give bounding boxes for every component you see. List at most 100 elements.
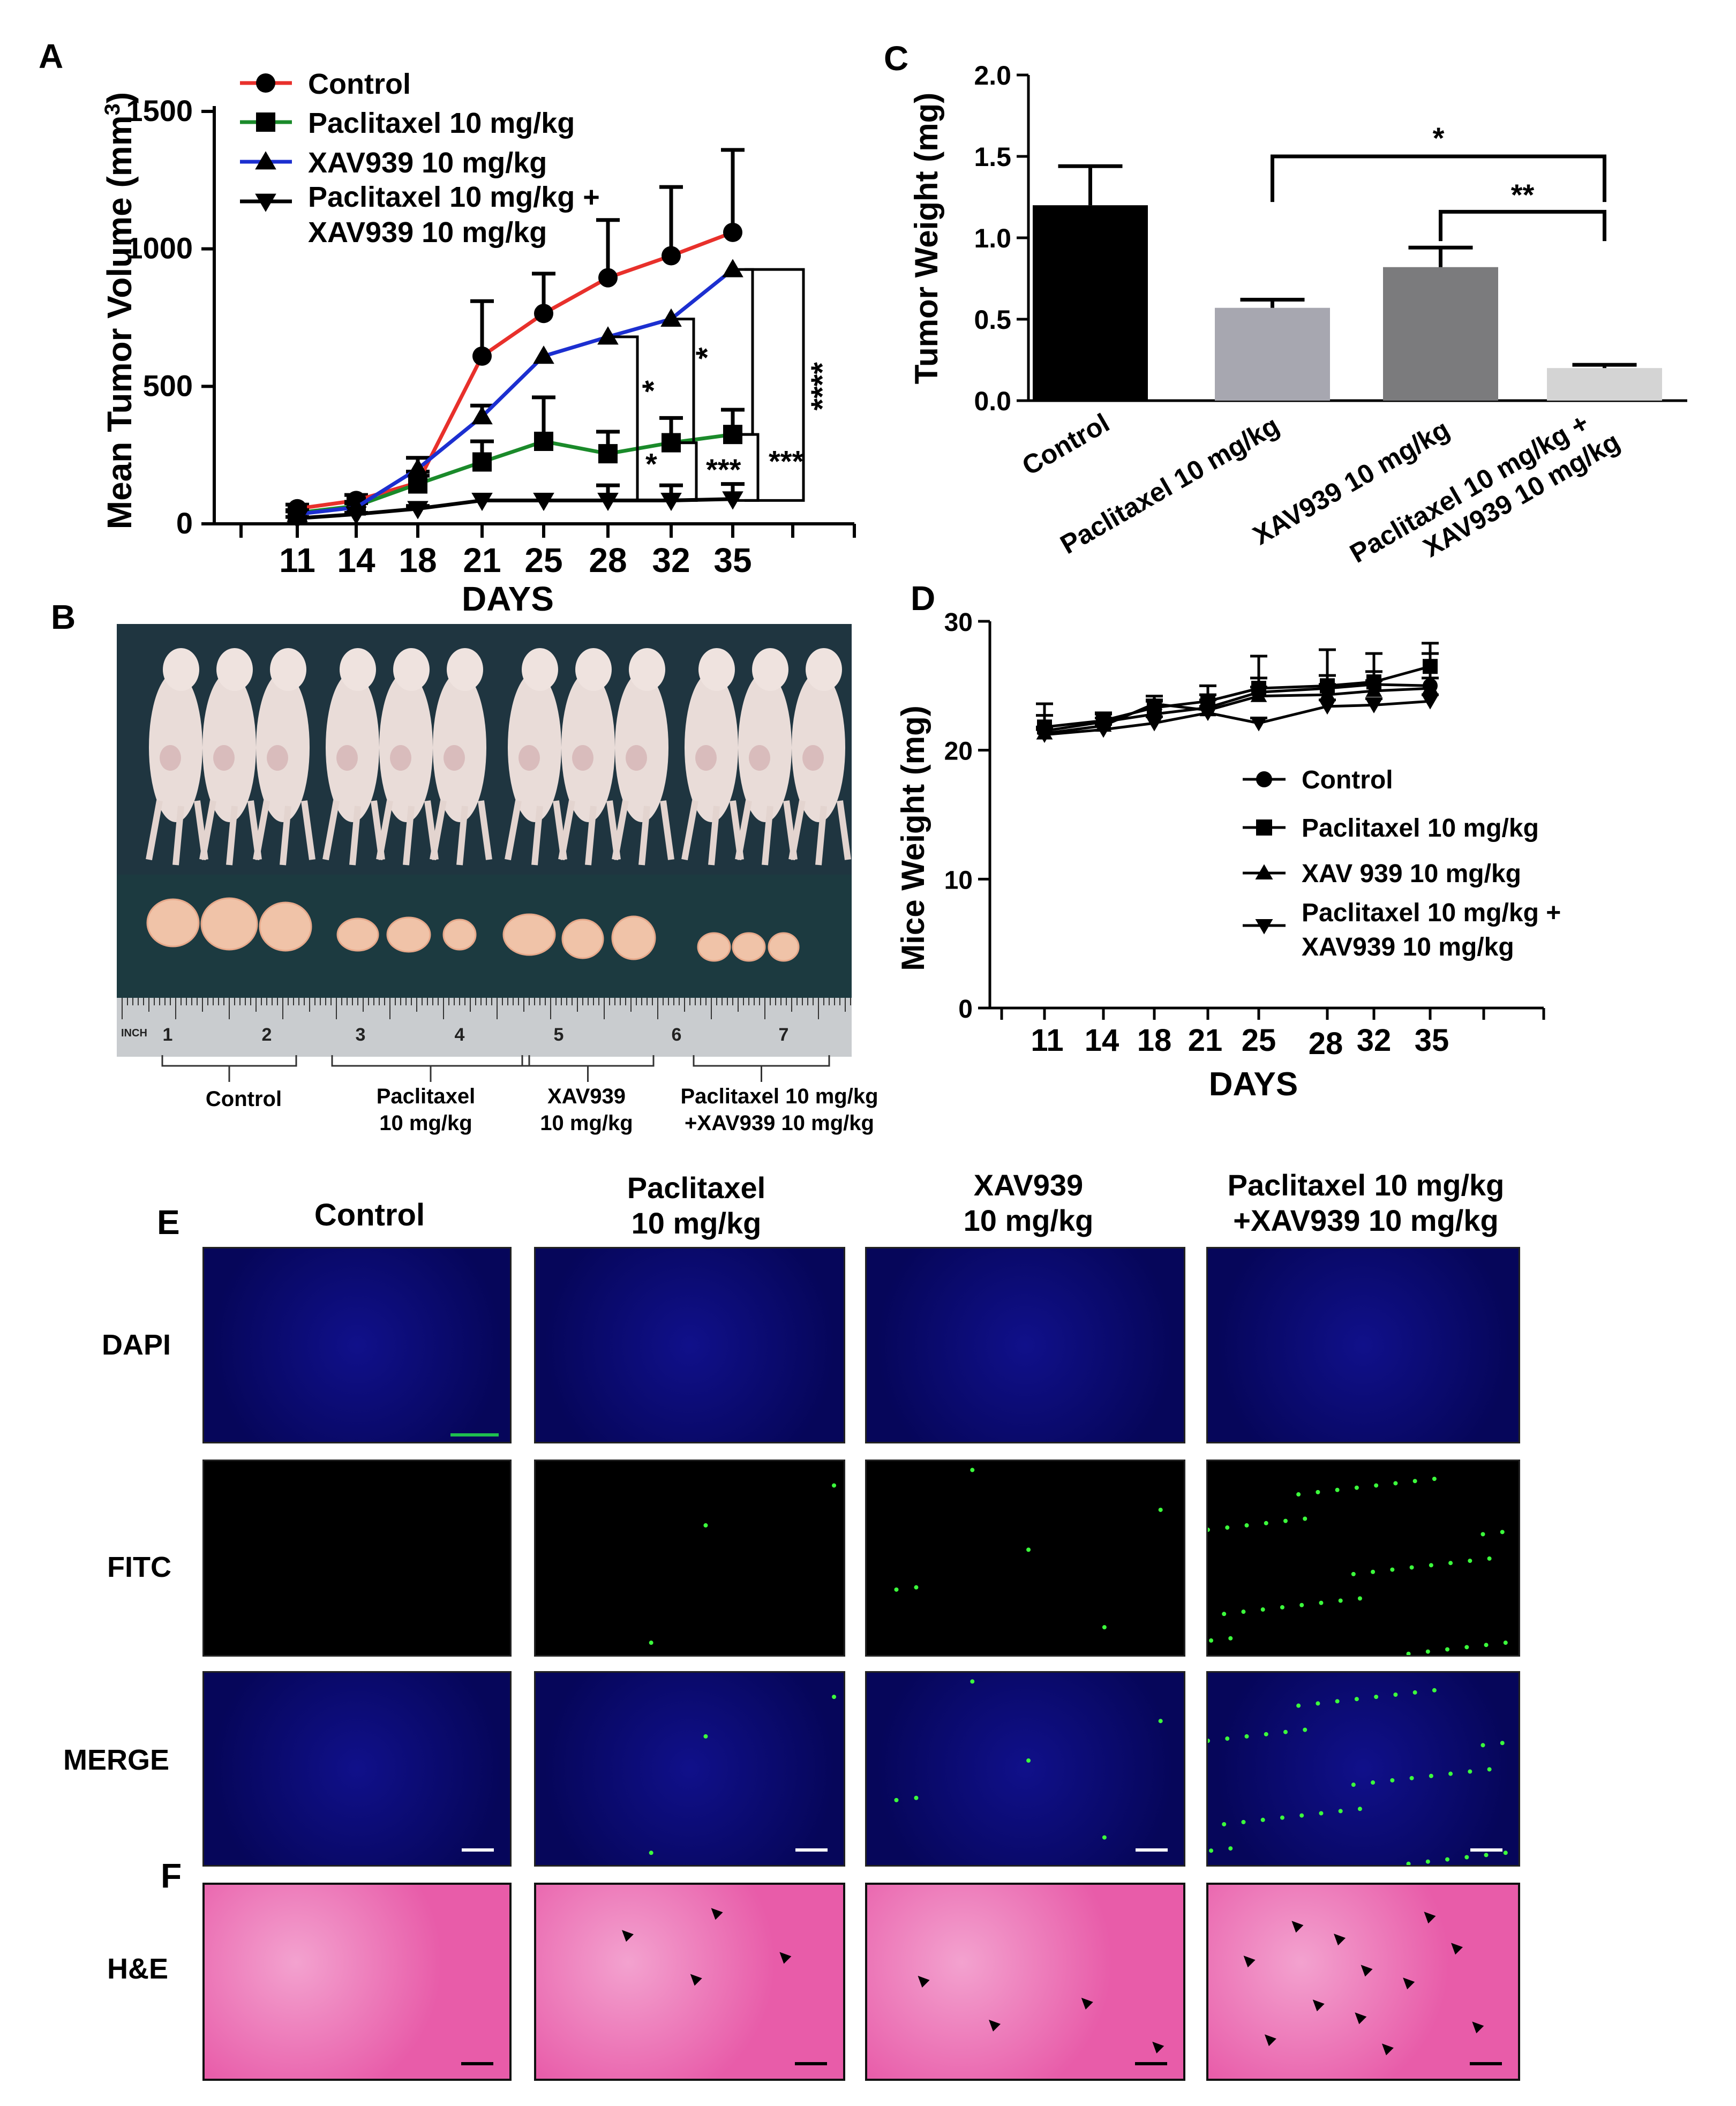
chart-d-point bbox=[1319, 686, 1336, 701]
chart-d-y-axis-label: Mice Weight (mg) bbox=[895, 705, 931, 971]
tumor bbox=[732, 932, 766, 962]
fitc-spot bbox=[1283, 1729, 1288, 1734]
scale-bar bbox=[1470, 2062, 1502, 2065]
panel-letter-d: D bbox=[911, 579, 936, 618]
chart-a-series-line bbox=[297, 268, 734, 516]
chart-a-point bbox=[287, 510, 308, 529]
fitc-spot bbox=[1481, 1743, 1485, 1748]
fitc-spot bbox=[1208, 1528, 1210, 1532]
fitc-spot bbox=[703, 1523, 708, 1528]
arrow-icon bbox=[1355, 2012, 1367, 2025]
mouse-head bbox=[216, 648, 253, 691]
chart-c-y-tick-label: 0.0 bbox=[974, 386, 1011, 416]
chart-a-y-tick-label: 0 bbox=[176, 506, 193, 540]
fitc-spot bbox=[914, 1585, 919, 1590]
mouse bbox=[788, 648, 851, 866]
group-bracket bbox=[693, 1055, 830, 1067]
scale-bar bbox=[462, 1848, 494, 1852]
mouse bbox=[612, 648, 674, 866]
mouse-leg bbox=[253, 800, 270, 861]
chart-a-point bbox=[407, 501, 429, 520]
fitc-spot bbox=[1412, 1479, 1417, 1484]
fitc-spot bbox=[1264, 1732, 1268, 1736]
chart-d-series-line bbox=[1044, 687, 1431, 735]
fitc-spot bbox=[1222, 1822, 1227, 1826]
arrow-icon bbox=[1264, 2034, 1276, 2047]
mouse-tumor bbox=[267, 745, 288, 771]
tumor bbox=[502, 913, 556, 956]
mouse-head bbox=[522, 648, 558, 691]
fitc-spot bbox=[1357, 1807, 1362, 1811]
chart-a-y-tick-label: 1500 bbox=[126, 94, 193, 127]
fitc-spot bbox=[1371, 1780, 1376, 1785]
chart-d-point bbox=[1365, 682, 1382, 697]
mouse-leg bbox=[478, 800, 492, 860]
fitc-spot bbox=[1429, 1563, 1433, 1568]
mouse-leg bbox=[280, 806, 291, 866]
chart-d-x-tick-label: 25 bbox=[1242, 1023, 1276, 1058]
fitc-spot bbox=[1225, 1736, 1230, 1741]
micrograph-merge bbox=[865, 1671, 1185, 1867]
chart-c-significance-bracket bbox=[1271, 154, 1606, 202]
mouse-tumor bbox=[518, 745, 540, 771]
chart-a-significance-label: *** bbox=[769, 444, 804, 478]
photo-group-label-control: Control bbox=[205, 1087, 282, 1111]
photo-group-label-paclitaxel: Paclitaxel 10 mg/kg bbox=[376, 1085, 476, 1135]
chart-d-legend-label: XAV939 10 mg/kg bbox=[1302, 933, 1514, 961]
fitc-spot bbox=[1354, 1697, 1359, 1702]
fitc-spot bbox=[1409, 1565, 1414, 1570]
fluor-col-header-paclitaxel: Paclitaxel 10 mg/kg bbox=[627, 1171, 766, 1240]
fitc-spot bbox=[970, 1679, 975, 1684]
chart-d-point bbox=[1250, 717, 1267, 732]
fitc-spots bbox=[649, 1695, 837, 1855]
chart-d-mice-weight: 0 10 20 30 11 14 18 21 25 28 32 35 DAYS Mice Weight (… bbox=[895, 608, 1561, 1103]
chart-c-bar bbox=[1547, 368, 1662, 401]
he-arrows bbox=[621, 1908, 792, 1986]
chart-a-significance-bracket bbox=[733, 268, 754, 436]
fitc-spot bbox=[1280, 1815, 1284, 1820]
arrow-icon bbox=[1312, 1999, 1325, 2012]
chart-d-point bbox=[1095, 723, 1112, 738]
fitc-spot bbox=[1432, 1688, 1437, 1693]
mouse-tumor bbox=[390, 745, 411, 771]
fitc-spot bbox=[1316, 1701, 1320, 1706]
mouse-head bbox=[629, 648, 665, 691]
chart-a-significance-label: * bbox=[645, 447, 657, 481]
arrow-icon bbox=[690, 1974, 702, 1986]
fitc-spot bbox=[832, 1695, 837, 1699]
mouse-head bbox=[340, 648, 376, 691]
chart-d-point bbox=[1422, 695, 1439, 710]
chart-a-point bbox=[722, 259, 743, 277]
chart-d-point bbox=[1423, 659, 1438, 674]
mouse-leg bbox=[815, 806, 827, 866]
mouse-head bbox=[447, 648, 483, 691]
fitc-spot bbox=[1026, 1547, 1031, 1552]
mouse-leg bbox=[322, 800, 340, 861]
fitc-spot bbox=[1280, 1605, 1284, 1609]
mouse-head bbox=[575, 648, 612, 691]
fitc-spot bbox=[1303, 1516, 1307, 1521]
chart-c-y-axis-label: Tumor Weight (mg) bbox=[908, 93, 944, 384]
chart-d-legend-marker bbox=[1255, 864, 1273, 879]
fitc-spot bbox=[1260, 1817, 1265, 1822]
fitc-spot bbox=[649, 1851, 653, 1855]
arrow-icon bbox=[1334, 1934, 1346, 1946]
chart-a-point bbox=[534, 304, 553, 324]
micrograph-fitc bbox=[534, 1460, 845, 1657]
fitc-spot bbox=[1209, 1848, 1214, 1853]
mouse bbox=[681, 648, 744, 866]
fitc-spot bbox=[1354, 1485, 1359, 1490]
fitc-spot bbox=[1487, 1767, 1492, 1772]
fitc-spots bbox=[894, 1468, 1163, 1630]
fitc-spot bbox=[1338, 1598, 1343, 1603]
fitc-spot bbox=[1390, 1567, 1395, 1572]
chart-a-x-tick-label: 18 bbox=[399, 541, 437, 580]
fitc-spots bbox=[1208, 1688, 1508, 1865]
arrow-icon bbox=[1381, 2043, 1394, 2056]
he-arrows bbox=[918, 1975, 1164, 2054]
ruler-inch-label: INCH bbox=[121, 1027, 147, 1039]
ruler-number: 1 bbox=[163, 1025, 173, 1045]
mouse-leg bbox=[505, 800, 522, 861]
scale-bar bbox=[1470, 1848, 1502, 1852]
ruler-number: 6 bbox=[672, 1025, 682, 1045]
